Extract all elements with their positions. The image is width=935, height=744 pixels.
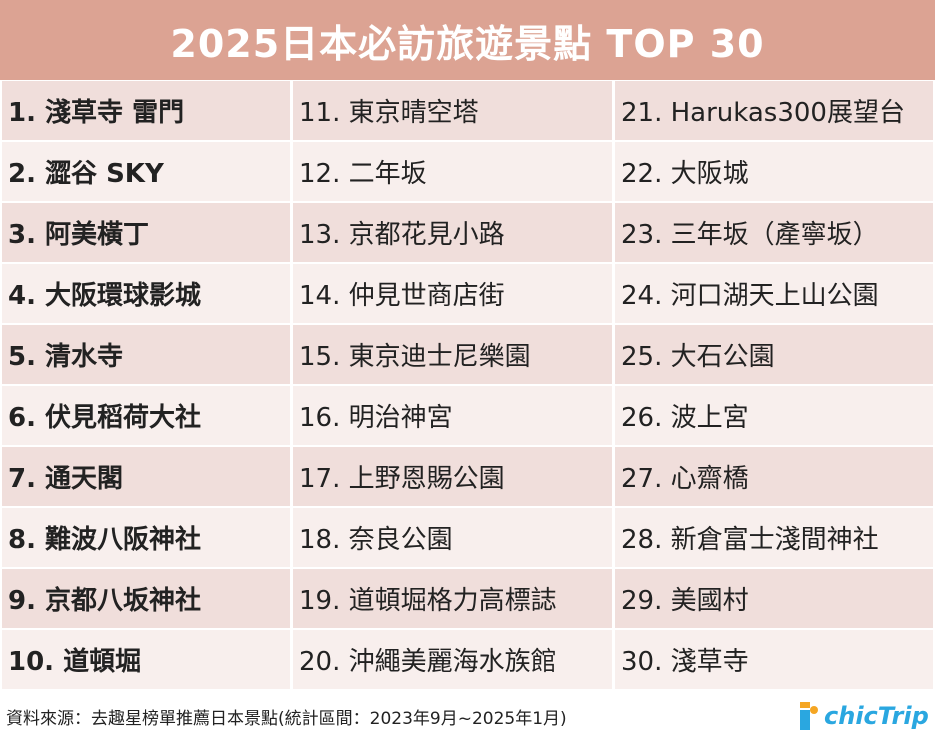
ranking-item: 8. 難波八阪神社 — [2, 508, 290, 567]
ranking-item: 27. 心齋橋 — [615, 447, 933, 506]
page-title: 2025日本必訪旅遊景點 TOP 30 — [170, 21, 765, 66]
ranking-item: 12. 二年坂 — [293, 142, 612, 201]
ranking-item: 2. 澀谷 SKY — [2, 142, 290, 201]
ranking-item: 23. 三年坂（產寧坂） — [615, 203, 933, 262]
ranking-item: 14. 仲見世商店街 — [293, 264, 612, 323]
chictrip-logo: chicTrip — [796, 700, 929, 732]
ranking-item: 15. 東京迪士尼樂園 — [293, 325, 612, 384]
ranking-item: 18. 奈良公園 — [293, 508, 612, 567]
ranking-item: 24. 河口湖天上山公園 — [615, 264, 933, 323]
ranking-item: 7. 通天閣 — [2, 447, 290, 506]
source-note: 資料來源：去趣星榜單推薦日本景點(統計區間：2023年9月~2025年1月) — [6, 709, 567, 729]
chictrip-logo-icon — [800, 702, 818, 730]
ranking-item: 11. 東京晴空塔 — [293, 81, 612, 140]
ranking-item: 21. Harukas300展望台 — [615, 81, 933, 140]
ranking-item: 28. 新倉富士淺間神社 — [615, 508, 933, 567]
ranking-table: 1. 淺草寺 雷門 11. 東京晴空塔 21. Harukas300展望台 2. 澀谷… — [2, 81, 933, 689]
ranking-item: 26. 波上宮 — [615, 386, 933, 445]
ranking-item: 20. 沖繩美麗海水族館 — [293, 630, 612, 689]
logo-text: chicTrip — [824, 702, 929, 730]
ranking-item: 30. 淺草寺 — [615, 630, 933, 689]
ranking-item: 16. 明治神宮 — [293, 386, 612, 445]
title-banner: 2025日本必訪旅遊景點 TOP 30 — [0, 0, 935, 80]
ranking-item: 6. 伏見稻荷大社 — [2, 386, 290, 445]
ranking-item: 4. 大阪環球影城 — [2, 264, 290, 323]
ranking-item: 22. 大阪城 — [615, 142, 933, 201]
ranking-item: 17. 上野恩賜公園 — [293, 447, 612, 506]
ranking-item: 5. 清水寺 — [2, 325, 290, 384]
ranking-item: 9. 京都八坂神社 — [2, 569, 290, 628]
ranking-item: 13. 京都花見小路 — [293, 203, 612, 262]
ranking-item: 25. 大石公園 — [615, 325, 933, 384]
ranking-item: 1. 淺草寺 雷門 — [2, 81, 290, 140]
footer: 資料來源：去趣星榜單推薦日本景點(統計區間：2023年9月~2025年1月) c… — [0, 690, 935, 744]
ranking-item: 3. 阿美橫丁 — [2, 203, 290, 262]
ranking-item: 29. 美國村 — [615, 569, 933, 628]
ranking-item: 19. 道頓堀格力高標誌 — [293, 569, 612, 628]
ranking-item: 10. 道頓堀 — [2, 630, 290, 689]
